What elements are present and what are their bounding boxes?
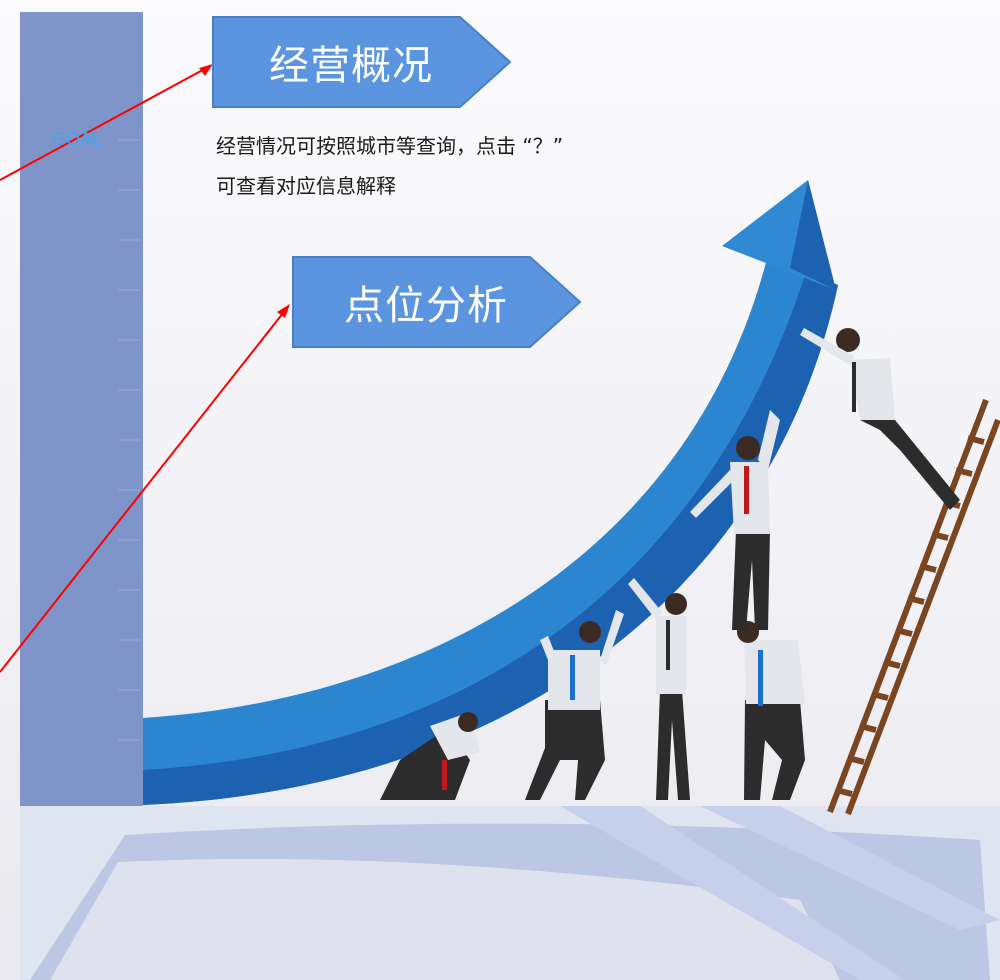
tag-arrow-shape — [292, 256, 582, 348]
operation-overview-label: 经营概况 — [269, 43, 433, 89]
goal-label: GOAL — [52, 129, 103, 150]
team-figures — [380, 328, 960, 800]
operation-overview-tag[interactable]: 经营概况 — [212, 16, 512, 108]
floor-shadow — [20, 806, 1000, 980]
growth-arrow — [143, 180, 838, 805]
point-analysis-tag[interactable]: 点位分析 — [292, 256, 582, 348]
person-stacked — [690, 410, 780, 630]
person-standing — [628, 578, 690, 800]
description-text: 经营情况可按照城市等查询，点击 “？” 可查看对应信息解释 — [216, 126, 776, 206]
person-climbing — [800, 328, 960, 510]
ladder — [827, 398, 1000, 816]
description-line-2: 可查看对应信息解释 — [216, 174, 396, 198]
pointer-lines — [0, 64, 290, 673]
person-crouching — [525, 610, 624, 800]
goal-column — [20, 12, 143, 806]
person-kneeling — [380, 712, 480, 800]
description-line-1: 经营情况可按照城市等查询，点击 “？” — [216, 134, 564, 158]
point-analysis-label: 点位分析 — [344, 283, 508, 329]
tag-arrow-shape — [212, 16, 512, 108]
person-base — [737, 621, 805, 800]
